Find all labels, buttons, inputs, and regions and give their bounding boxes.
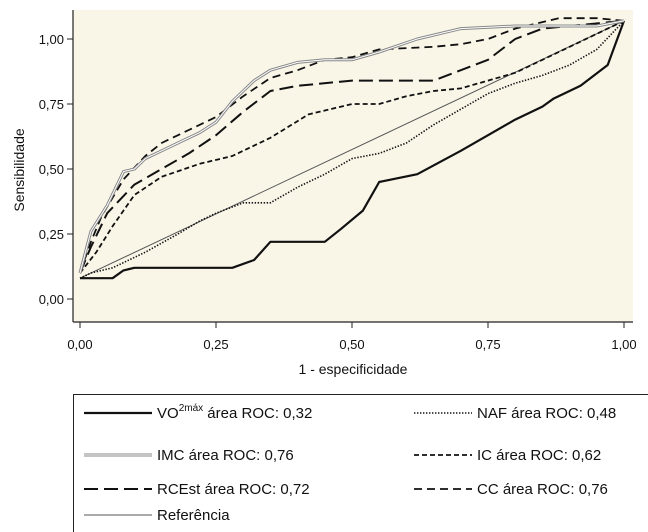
legend-label-vo2max-sup: 2máx xyxy=(178,403,204,414)
legend-swatch-naf xyxy=(414,412,472,414)
y-axis-title: Sensibilidade xyxy=(11,128,27,211)
series-line-rcest xyxy=(79,19,625,274)
series-line-imc-inner xyxy=(79,20,625,274)
legend-label-cc: CC área ROC: 0,76 xyxy=(477,480,608,498)
legend-label-vo2max: VO2máx área ROC: 0,32 xyxy=(157,403,313,422)
legend-swatch-vo2max xyxy=(84,411,152,415)
x-axis-title: 1 - especificidade xyxy=(299,361,408,377)
legend-swatch-referencia xyxy=(84,514,152,516)
ticks: 0,00 0,25 0,50 0,75 1,00 0,00 0,25 0,50 0,75 1,00 xyxy=(39,32,637,352)
legend-label-rcest: RCEst área ROC: 0,72 xyxy=(157,480,310,498)
legend-item-naf: NAF área ROC: 0,48 xyxy=(412,403,616,423)
legend-item-cc: CC área ROC: 0,76 xyxy=(412,479,608,499)
axes xyxy=(72,10,633,323)
x-tick-label: 1,00 xyxy=(611,337,636,352)
legend-swatch-imc xyxy=(84,453,152,457)
legend-swatch-cc xyxy=(414,488,472,490)
y-tick-label: 0,25 xyxy=(39,227,64,242)
series-line-cc xyxy=(79,17,625,274)
series-line-imc xyxy=(78,19,625,274)
y-tick-label: 0,50 xyxy=(39,162,64,177)
legend-item-imc: IMC área ROC: 0,76 xyxy=(82,445,294,465)
legend-swatch-rcest xyxy=(84,488,152,490)
series-line-ic xyxy=(79,19,625,274)
y-tick-label: 0,75 xyxy=(39,97,64,112)
legend-swatch-ic xyxy=(414,454,472,456)
x-tick-label: 0,00 xyxy=(67,337,92,352)
y-tick-label: 0,00 xyxy=(39,292,64,307)
legend-label-referencia: Referência xyxy=(157,506,230,524)
x-tick-label: 0,25 xyxy=(203,337,228,352)
legend-label-naf: NAF área ROC: 0,48 xyxy=(477,404,617,422)
series-line-vo2max xyxy=(80,20,626,280)
legend-label-vo2max-rest: área ROC: 0,32 xyxy=(203,405,313,422)
legend-item-rcest: RCEst área ROC: 0,72 xyxy=(82,479,310,499)
legend-item-ic: IC área ROC: 0,62 xyxy=(412,445,601,465)
legend-label-ic: IC área ROC: 0,62 xyxy=(477,446,602,464)
legend-item-vo2max: VO2máx área ROC: 0,32 xyxy=(82,403,312,423)
x-tick-label: 0,50 xyxy=(339,337,364,352)
legend: VO2máx área ROC: 0,32 NAF área ROC: 0,48… xyxy=(73,394,648,532)
legend-label-vo2max-main: VO xyxy=(157,405,179,422)
x-tick-label: 0,75 xyxy=(475,337,500,352)
y-tick-label: 1,00 xyxy=(39,32,64,47)
series-line-naf xyxy=(79,20,625,279)
legend-label-imc: IMC área ROC: 0,76 xyxy=(157,446,294,464)
series-layer xyxy=(78,17,626,280)
legend-item-referencia: Referência xyxy=(82,505,230,525)
